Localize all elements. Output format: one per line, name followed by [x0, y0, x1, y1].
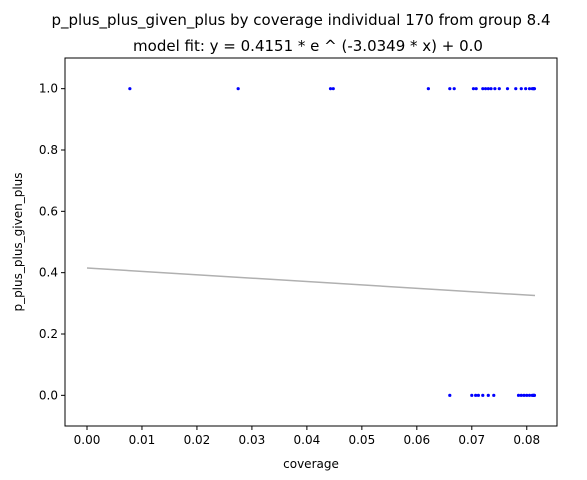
x-tick-label: 0.01: [129, 433, 156, 447]
data-point: [522, 393, 526, 397]
data-point: [448, 393, 452, 397]
y-tick-label: 0.2: [39, 327, 58, 341]
data-point: [519, 87, 523, 91]
data-point: [527, 393, 532, 397]
y-tick-label: 0.6: [39, 204, 58, 218]
data-point: [236, 87, 240, 91]
x-tick-label: 0.07: [458, 433, 485, 447]
data-point: [470, 393, 474, 397]
data-point: [505, 87, 510, 91]
data-point: [481, 393, 485, 397]
data-point: [532, 393, 537, 397]
data-point: [474, 87, 478, 91]
data-point: [497, 87, 501, 91]
data-point: [527, 87, 532, 91]
data-point: [486, 87, 490, 91]
y-tick-label: 1.0: [39, 82, 58, 96]
data-point: [481, 87, 485, 91]
x-tick-label: 0.08: [513, 433, 540, 447]
x-tick-label: 0.00: [74, 433, 101, 447]
data-point: [476, 393, 480, 397]
y-tick-label: 0.4: [39, 266, 58, 280]
x-tick-label: 0.05: [348, 433, 375, 447]
y-tick-label: 0.8: [39, 143, 58, 157]
data-point: [493, 87, 497, 91]
data-point: [471, 87, 476, 91]
y-tick-label: 0.0: [39, 388, 58, 402]
data-point: [492, 393, 496, 397]
data-point: [525, 393, 529, 397]
data-point: [331, 87, 335, 91]
data-point: [426, 87, 430, 91]
plot-frame: [64, 57, 558, 427]
y-axis-label: p_plus_plus_given_plus: [11, 172, 25, 311]
x-tick-label: 0.02: [184, 433, 211, 447]
fit-line: [86, 267, 536, 297]
data-point: [532, 87, 537, 91]
data-point: [328, 87, 333, 91]
data-point: [483, 87, 488, 91]
data-point: [474, 393, 478, 397]
data-point: [489, 87, 493, 91]
chart-title: p_plus_plus_given_plus by coverage indiv…: [51, 11, 550, 30]
data-point: [448, 87, 452, 91]
x-tick-label: 0.03: [239, 433, 266, 447]
x-tick-label: 0.04: [294, 433, 321, 447]
x-axis-label: coverage: [283, 457, 339, 471]
data-point: [486, 393, 490, 397]
data-point: [514, 87, 518, 91]
data-point: [524, 87, 528, 91]
plot-area: [86, 87, 537, 397]
x-tick-label: 0.06: [403, 433, 430, 447]
data-point: [516, 393, 521, 397]
chart-subtitle: model fit: y = 0.4151 * e ^ (-3.0349 * x…: [133, 37, 483, 55]
data-point: [519, 393, 523, 397]
data-point: [128, 87, 132, 91]
data-point: [452, 87, 456, 91]
